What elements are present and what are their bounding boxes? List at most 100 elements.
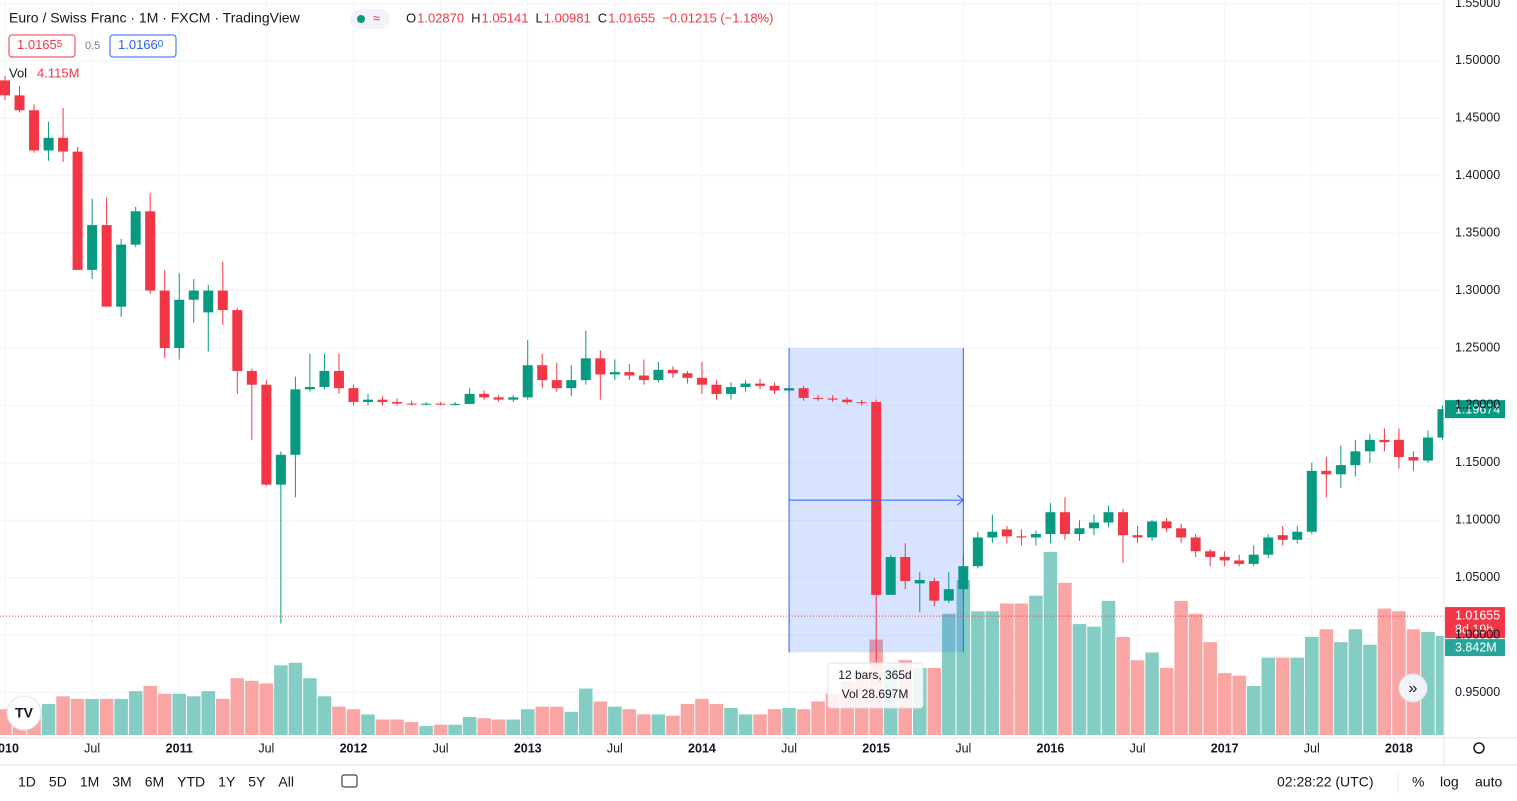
volume-bar	[1072, 624, 1087, 735]
volume-tag	[1445, 639, 1505, 657]
range-button[interactable]: 1Y	[218, 774, 236, 790]
volume-bar	[0, 709, 12, 735]
candle-body	[1437, 409, 1444, 438]
candle-body	[392, 401, 403, 404]
volume-bar	[346, 709, 361, 735]
volume-bar	[709, 704, 724, 735]
volume-bar	[56, 696, 70, 735]
candle-body	[145, 211, 156, 291]
candle-body	[421, 403, 432, 405]
y-tick-label: 1.45000	[1455, 111, 1500, 125]
auto-toggle[interactable]: auto	[1475, 774, 1502, 790]
measure-volume: Vol 28.697M	[842, 687, 909, 701]
x-tick-label: 2016	[1037, 741, 1065, 755]
volume-bar	[375, 719, 390, 735]
candle-body	[1364, 439, 1375, 452]
last-volume: 3.842M	[1455, 640, 1497, 654]
candle-body	[304, 387, 315, 390]
status-pill[interactable]	[350, 9, 390, 29]
candle-body	[667, 369, 678, 374]
log-toggle[interactable]: log	[1440, 774, 1459, 790]
candle-body	[522, 365, 533, 398]
volume-bar	[317, 696, 332, 735]
overlay: 12 bars, 365d Vol 28.697M 1.19674 1.016558d…	[0, 347, 1505, 709]
x-tick-label: Jul	[258, 741, 274, 755]
volume-bar	[361, 714, 375, 735]
ohlc-key: H	[471, 10, 480, 25]
candle-body	[479, 393, 490, 398]
candle-body	[813, 397, 824, 399]
volume-bar	[1130, 660, 1145, 735]
range-button[interactable]: YTD	[177, 774, 205, 790]
range-button[interactable]: 3M	[112, 774, 131, 790]
volume-bar	[433, 724, 448, 735]
range-button[interactable]: All	[278, 774, 294, 790]
candle-body	[508, 397, 519, 400]
volume-bar	[753, 714, 767, 735]
candle-body	[319, 370, 330, 388]
settings-icon[interactable]	[1473, 742, 1485, 754]
compare-icon[interactable]	[341, 774, 358, 788]
range-button[interactable]: 5D	[49, 774, 67, 790]
candle-body	[914, 579, 925, 584]
y-tick-label: 1.50000	[1455, 53, 1500, 67]
candle-body	[740, 383, 751, 388]
candle-body	[1335, 465, 1346, 475]
volume-bar	[404, 722, 419, 735]
candle-body	[1306, 470, 1317, 532]
candle-body	[1234, 560, 1245, 564]
volume-bar	[666, 715, 680, 735]
candle-body	[188, 290, 199, 300]
logo[interactable]	[6, 695, 42, 731]
logo-mark: TV	[15, 705, 34, 721]
volume-label: Vol	[9, 65, 27, 80]
buy-button[interactable]	[109, 34, 177, 58]
sell-button[interactable]	[8, 34, 76, 58]
volume-bar	[971, 611, 985, 735]
percent-toggle[interactable]: %	[1412, 774, 1424, 790]
candle-body	[1045, 512, 1056, 535]
volume-bar	[1116, 637, 1130, 735]
volume-bar	[390, 719, 404, 735]
volume-bar	[622, 709, 637, 735]
ohlc-key: C	[598, 10, 607, 25]
x-tick-label: Jul	[781, 741, 797, 755]
candle-body	[609, 372, 620, 375]
volume-bar	[85, 698, 99, 735]
volume-bar	[927, 667, 942, 735]
candle-body	[43, 137, 54, 151]
y-tick-label: 1.35000	[1455, 225, 1500, 239]
range-button[interactable]: 5Y	[248, 774, 266, 790]
range-button[interactable]: 6M	[145, 774, 164, 790]
volume-bar	[1145, 652, 1159, 735]
candle-body	[987, 531, 998, 538]
volume-bar	[1043, 551, 1058, 735]
candle-body	[1059, 512, 1070, 535]
candle-body	[638, 375, 649, 381]
volume-bar	[172, 693, 186, 735]
volume-bar	[550, 706, 564, 735]
x-tick-label: Jul	[1130, 741, 1146, 755]
buy-price: 1.01660	[118, 37, 164, 52]
ohlc-change: −0.01215 (−1.18%)	[662, 10, 773, 25]
volume-bar	[520, 709, 535, 735]
candle-body	[261, 384, 272, 485]
candle-body	[493, 397, 504, 400]
volume-bar	[1377, 608, 1392, 735]
volume-bar	[811, 701, 825, 735]
scroll-button[interactable]	[1398, 673, 1428, 703]
y-tick-label: 0.95000	[1455, 685, 1500, 699]
volume-bar	[1217, 673, 1232, 735]
x-tick-label: 2018	[1385, 741, 1413, 755]
candle-body	[696, 377, 707, 385]
candle-body	[363, 399, 373, 402]
volume-bar	[288, 662, 303, 735]
range-button[interactable]: 1D	[18, 774, 36, 790]
candle-body	[1350, 451, 1361, 466]
measure-tooltip	[827, 662, 924, 709]
x-tick-label: 2013	[514, 741, 542, 755]
candle-body	[682, 373, 693, 378]
volume-bar	[1174, 600, 1188, 735]
range-button[interactable]: 1M	[80, 774, 99, 790]
candle-body	[116, 244, 127, 307]
